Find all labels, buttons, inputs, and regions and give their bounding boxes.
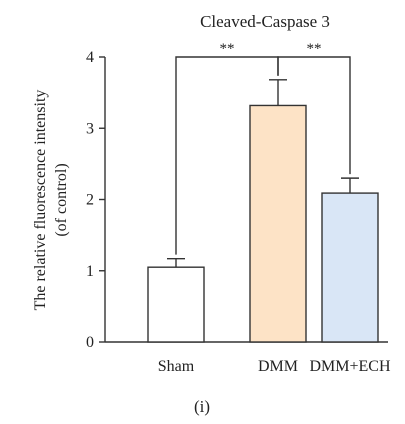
- y-axis-label-line: The relative fluorescence intensity: [32, 90, 49, 311]
- category-label: DMM: [258, 358, 298, 375]
- error-bars: [167, 79, 359, 268]
- y-ticks: 0 1 2 3 4: [86, 49, 105, 351]
- bars: [147, 104, 379, 343]
- bar-dmm: [249, 104, 307, 343]
- y-tick-label: 3: [86, 120, 94, 137]
- significance-bracket: [277, 56, 351, 175]
- category-labels: Sham DMM DMM+ECH: [158, 358, 391, 375]
- category-label: Sham: [158, 358, 195, 375]
- significance-label: **: [307, 41, 322, 57]
- bar-dmm-ech: [321, 192, 379, 343]
- bar-sham: [147, 266, 205, 343]
- y-axis-label: The relative fluorescence intensity (of c…: [32, 90, 70, 311]
- y-axis-label-line: (of control): [53, 163, 70, 236]
- category-label: DMM+ECH: [309, 358, 390, 375]
- chart-title: Cleaved-Caspase 3: [200, 12, 330, 31]
- y-tick-label: 0: [86, 334, 94, 351]
- significance-label: **: [220, 41, 235, 57]
- y-tick-label: 1: [86, 263, 94, 280]
- y-tick-label: 2: [86, 192, 94, 209]
- y-tick-label: 4: [86, 49, 94, 66]
- significance-brackets: ** **: [175, 41, 351, 255]
- panel-label: (i): [194, 397, 210, 416]
